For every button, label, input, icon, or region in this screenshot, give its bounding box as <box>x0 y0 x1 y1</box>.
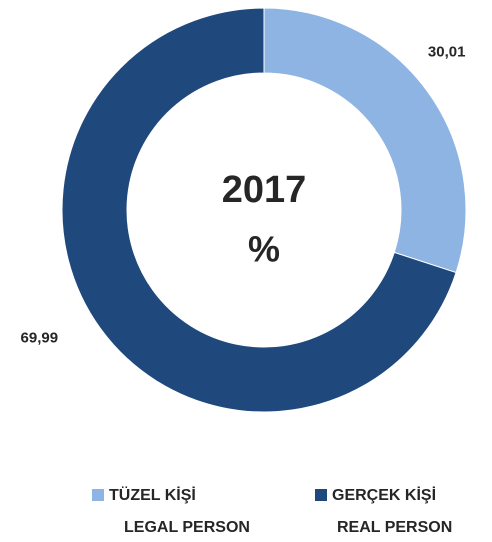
slice <box>61 7 457 413</box>
data-label: 69,99 <box>21 330 59 347</box>
chart-unit: % <box>248 229 280 270</box>
legend-swatch <box>92 489 104 501</box>
legend-label: LEGAL PERSON <box>124 519 250 536</box>
slice <box>263 7 467 274</box>
chart-title: 2017 <box>222 169 307 211</box>
legend-swatch <box>315 489 327 501</box>
legend-label: GERÇEK KİŞİ <box>332 486 436 504</box>
data-label: 30,01 <box>428 43 466 60</box>
legend-label: TÜZEL KİŞİ <box>109 485 196 504</box>
legend-label: REAL PERSON <box>337 519 452 536</box>
